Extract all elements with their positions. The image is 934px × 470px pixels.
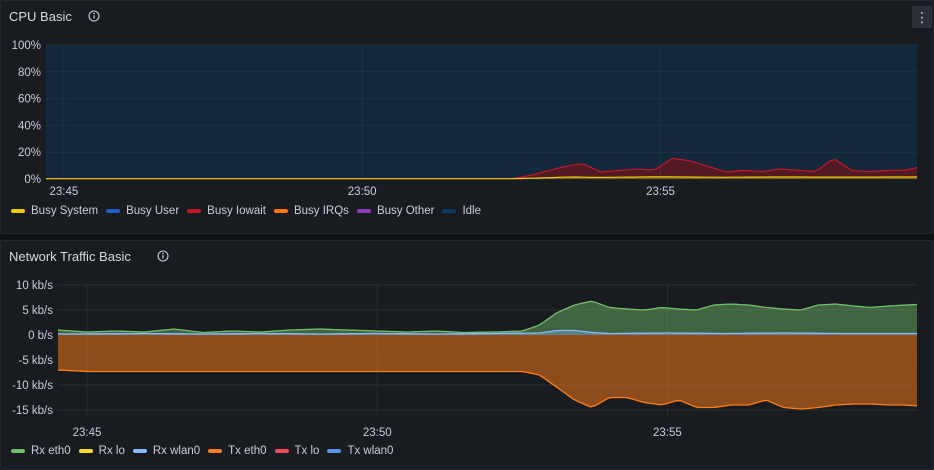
series-line-tx-eth0 (57, 369, 918, 410)
x-tick-label: 23:55 (653, 427, 682, 439)
network-legend: Rx eth0 Rx lo Rx wlan0 Tx eth0 Tx lo Tx wlan0 (11, 445, 401, 457)
legend-label: Rx wlan0 (152, 445, 201, 457)
series-area-rx-eth0 (58, 301, 917, 335)
legend-swatch (208, 449, 223, 453)
series-line-busy-system (46, 176, 917, 180)
legend-swatch (187, 209, 202, 213)
x-tick-label: 23:50 (348, 186, 377, 198)
legend-label: Busy Iowait (207, 205, 266, 217)
legend-swatch (11, 209, 25, 213)
legend-swatch (327, 449, 342, 453)
info-icon[interactable] (157, 250, 169, 262)
legend-label: Rx lo (98, 445, 125, 457)
legend-swatch (356, 209, 371, 213)
legend-item[interactable]: Rx lo (78, 445, 125, 457)
panel-menu-button[interactable]: ⋮ (912, 6, 932, 28)
y-tick-label: 100% (12, 40, 41, 52)
x-tick-label: 23:45 (73, 427, 102, 439)
legend-swatch (274, 449, 289, 453)
legend-item[interactable]: Busy User (106, 205, 179, 217)
legend-label: Busy System (31, 205, 99, 217)
series-line-rx-eth0 (57, 300, 918, 334)
panel-title[interactable]: CPU Basic (9, 9, 72, 24)
legend-item[interactable]: Busy IRQs (273, 205, 349, 217)
cpu-chart[interactable]: 0% 20% 40% 60% 80% 100% 23:45 23:50 23:55 (1, 1, 934, 201)
y-tick-label: -10 kb/s (12, 380, 53, 392)
y-tick-label: 80% (18, 67, 41, 79)
legend-label: Idle (462, 205, 482, 217)
legend-swatch (78, 449, 93, 453)
y-tick-label: 5 kb/s (22, 305, 53, 317)
legend-item[interactable]: Busy Other (356, 205, 435, 217)
y-tick-label: -5 kb/s (18, 355, 53, 367)
legend-item[interactable]: Tx eth0 (208, 445, 267, 457)
legend-label: Tx wlan0 (347, 445, 394, 457)
cpu-basic-panel: CPU Basic ⋮ 0% 20% 40% 60% 80% 100% 23:45 23:50… (0, 0, 934, 234)
legend-item[interactable]: Busy System (11, 205, 98, 217)
y-tick-label: 0 b/s (28, 330, 53, 342)
y-tick-label: 40% (18, 120, 41, 132)
x-tick-label: 23:45 (50, 186, 79, 198)
cpu-legend: Busy System Busy User Busy Iowait Busy IRQs… (11, 205, 489, 217)
legend-swatch (442, 209, 457, 213)
info-icon[interactable] (88, 10, 100, 22)
series-area-busy-iowait (46, 158, 917, 179)
series-area-tx-eth0 (58, 335, 917, 409)
x-tick-label: 23:55 (646, 186, 675, 198)
legend-item[interactable]: Idle (442, 205, 481, 217)
legend-swatch (106, 209, 121, 213)
network-traffic-panel: Network Traffic Basic 10 kb/s 5 kb/s 0 b/s… (0, 240, 934, 470)
legend-label: Busy IRQs (293, 205, 349, 217)
y-tick-label: 60% (18, 94, 41, 106)
legend-item[interactable]: Rx eth0 (11, 445, 71, 457)
y-tick-label: 20% (18, 147, 41, 159)
x-tick-label: 23:50 (363, 427, 392, 439)
y-tick-label: -15 kb/s (12, 405, 53, 417)
legend-item[interactable]: Busy Iowait (187, 205, 266, 217)
legend-label: Tx eth0 (228, 445, 267, 457)
legend-swatch (273, 209, 288, 213)
series-line-rx-wlan0 (58, 329, 917, 335)
legend-swatch (132, 449, 147, 453)
legend-label: Busy User (126, 205, 180, 217)
network-chart[interactable]: 10 kb/s 5 kb/s 0 b/s -5 kb/s -10 kb/s -15 kb/… (1, 241, 934, 441)
y-tick-label: 0% (24, 174, 41, 186)
legend-label: Rx eth0 (31, 445, 71, 457)
y-tick-label: 10 kb/s (16, 280, 53, 292)
legend-label: Tx lo (294, 445, 320, 457)
panel-title[interactable]: Network Traffic Basic (9, 249, 131, 264)
legend-item[interactable]: Tx lo (274, 445, 320, 457)
legend-item[interactable]: Tx wlan0 (327, 445, 393, 457)
series-area-idle (46, 45, 917, 179)
legend-swatch (11, 449, 25, 453)
legend-label: Busy Other (376, 205, 435, 217)
legend-item[interactable]: Rx wlan0 (132, 445, 201, 457)
